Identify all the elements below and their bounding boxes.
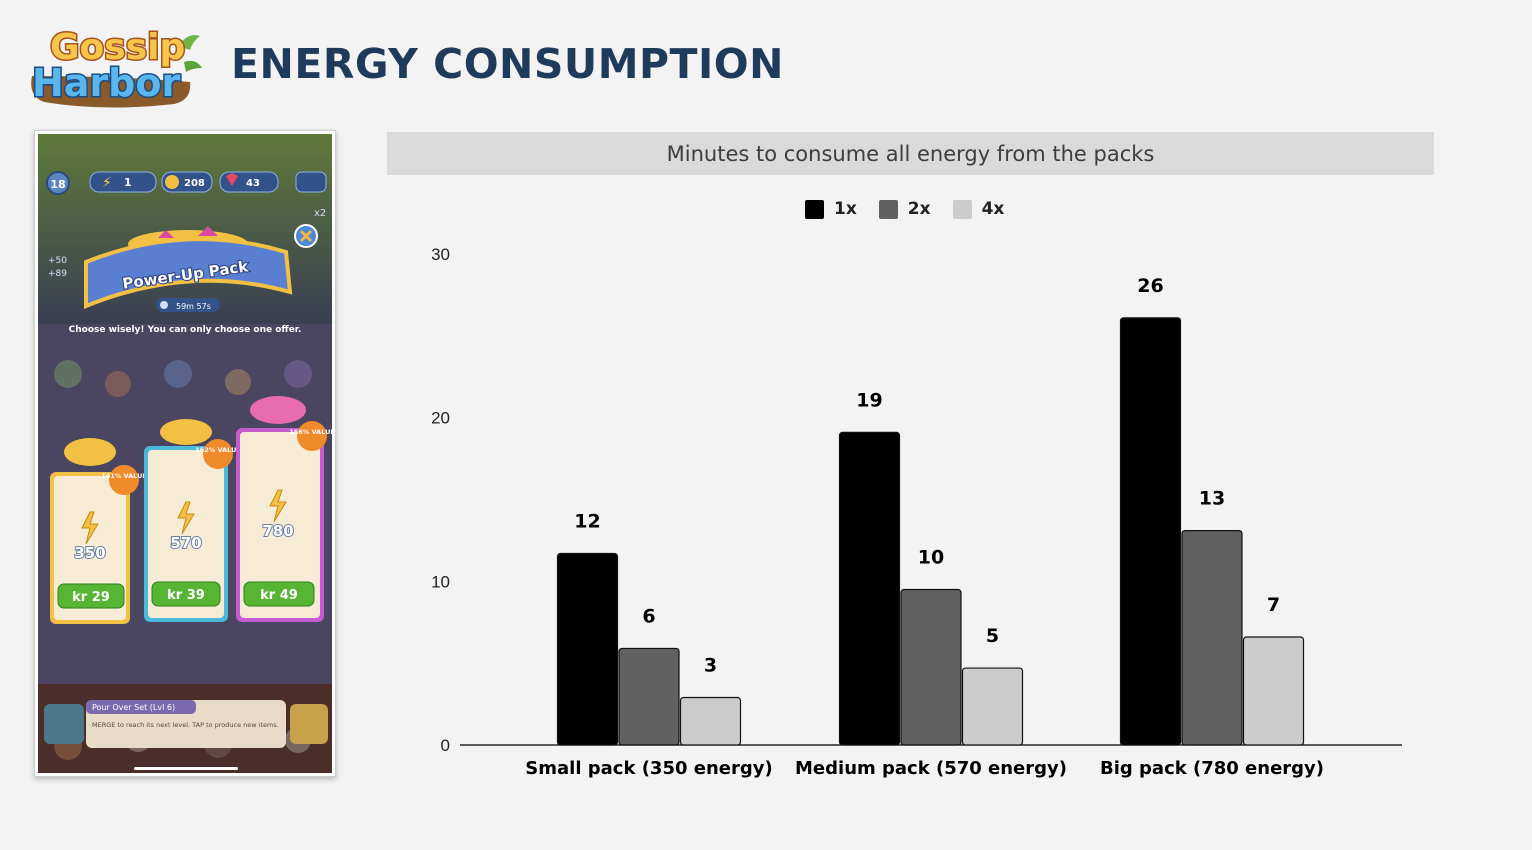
power-up-pack-screen: 18 ⚡ 1 208 43 x2 +50 +89 Power-Up Pack 5… — [38, 134, 332, 773]
svg-text:Harbor: Harbor — [32, 61, 180, 105]
coin-counter: 208 — [184, 178, 205, 189]
game-screenshot: 18 ⚡ 1 208 43 x2 +50 +89 Power-Up Pack 5… — [34, 130, 336, 777]
gem-counter: 43 — [246, 178, 260, 189]
legend-label-2x: 2x — [907, 199, 931, 219]
svg-text:Gossip: Gossip — [50, 27, 185, 68]
legend-label-1x: 1x — [834, 199, 857, 219]
offer-card[interactable]: 570 kr 39 152% VALUE — [144, 419, 241, 622]
legend-item-1x: 1x — [805, 199, 857, 219]
offer-timer: 59m 57s — [176, 302, 211, 311]
legend-swatch-1x — [805, 199, 824, 219]
energy-icon — [177, 501, 195, 535]
bar-2x-0 — [618, 647, 680, 746]
legend-item-4x: 4x — [952, 199, 1005, 219]
value-badge-text: 152% VALUE — [195, 446, 241, 454]
bar-value-label: 5 — [986, 625, 999, 647]
bar-value-label: 19 — [856, 389, 882, 411]
x-category-label: Medium pack (570 energy) — [795, 758, 1067, 779]
offer-price: kr 39 — [167, 588, 205, 603]
bar-value-label: 12 — [574, 511, 600, 533]
bar-4x-2 — [1242, 636, 1305, 746]
offer-energy: 350 — [74, 544, 105, 562]
level-badge: 18 — [50, 178, 65, 191]
value-badge — [203, 439, 233, 469]
bar-1x-0 — [556, 552, 619, 746]
offer-card[interactable]: 350 kr 29 141% VALUE — [50, 438, 147, 624]
home-indicator — [134, 767, 238, 770]
offer-note: Choose wisely! You can only choose one o… — [69, 325, 302, 335]
y-tick-label: 30 — [431, 245, 450, 264]
bar-4x-0 — [679, 696, 742, 746]
bar-value-label: 3 — [704, 655, 717, 677]
legend-swatch-2x — [878, 199, 898, 219]
buy-button[interactable] — [243, 581, 315, 607]
offer-energy: 570 — [170, 534, 201, 552]
footer-text: MERGE to reach its next level. TAP to pr… — [92, 721, 279, 729]
bar-value-label: 13 — [1199, 488, 1225, 510]
energy-icon — [269, 489, 287, 523]
bar-2x-1 — [900, 588, 962, 746]
page-title: ENERGY CONSUMPTION — [231, 40, 784, 88]
offer-banner — [84, 237, 293, 309]
value-badge — [297, 421, 327, 451]
legend-swatch-4x — [952, 199, 972, 219]
energy-icon — [81, 511, 99, 545]
bar-value-label: 10 — [918, 547, 944, 569]
offer-energy: 780 — [262, 522, 293, 540]
offer-card[interactable]: 780 kr 49 156% VALUE — [236, 396, 332, 622]
legend-item-2x: 2x — [878, 199, 931, 219]
chart-legend: 1x 2x 4x — [805, 199, 1004, 219]
bar-1x-2 — [1119, 317, 1182, 746]
bar-2x-2 — [1181, 529, 1243, 746]
x-category-label: Small pack (350 energy) — [525, 758, 772, 779]
side-value-2: +89 — [48, 269, 67, 279]
y-tick-label: 0 — [441, 736, 450, 755]
buy-button[interactable] — [57, 583, 125, 609]
energy-counter: 1 — [124, 176, 132, 189]
side-value-1: +50 — [48, 256, 67, 266]
y-tick-label: 10 — [431, 572, 450, 591]
offer-price: kr 29 — [72, 590, 110, 605]
x-category-label: Big pack (780 energy) — [1100, 758, 1324, 779]
legend-label-4x: 4x — [981, 199, 1005, 219]
y-tick-label: 20 — [431, 409, 450, 428]
clock-icon — [160, 301, 168, 309]
offer-price: kr 49 — [260, 588, 298, 603]
bar-value-label: 26 — [1137, 275, 1163, 297]
multiplier-badge: x2 — [314, 208, 326, 219]
bar-value-label: 7 — [1267, 594, 1280, 616]
footer-title: Pour Over Set (Lvl 6) — [92, 703, 175, 712]
value-badge — [109, 465, 139, 495]
buy-button[interactable] — [151, 581, 221, 607]
bar-1x-1 — [838, 431, 901, 746]
chart-title: Minutes to consume all energy from the p… — [387, 132, 1434, 175]
gossip-harbor-logo: Gossip Harbor — [28, 16, 206, 112]
value-badge-text: 141% VALUE — [101, 472, 147, 480]
value-badge-text: 156% VALUE — [289, 428, 332, 436]
bar-value-label: 6 — [642, 605, 655, 627]
bar-4x-1 — [961, 667, 1024, 746]
svg-text:⚡: ⚡ — [102, 175, 112, 191]
